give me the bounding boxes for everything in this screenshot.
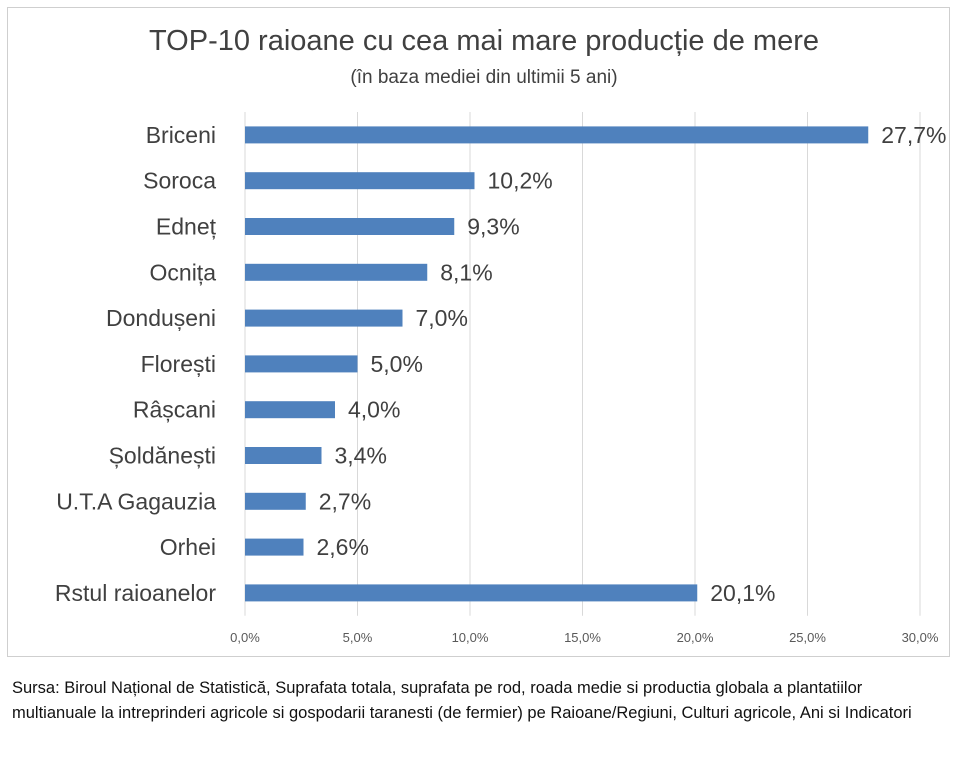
gridlines (244, 112, 921, 616)
category-label: Orhei (160, 534, 216, 560)
bar (245, 218, 455, 235)
value-label: 5,0% (371, 351, 423, 377)
value-label: 10,2% (488, 168, 553, 194)
x-tick-label: 5,0% (343, 630, 373, 645)
value-label: 8,1% (440, 259, 492, 285)
category-label: Florești (141, 351, 216, 377)
value-label: 27,7% (881, 122, 946, 148)
bar (245, 263, 428, 281)
category-label: Dondușeni (106, 305, 216, 331)
source-note: Sursa: Biroul Național de Statistică, Su… (12, 679, 912, 722)
chart-title: TOP-10 raioane cu cea mai mare producție… (149, 25, 819, 57)
bar (245, 447, 322, 464)
bar (245, 401, 335, 419)
value-label: 9,3% (467, 214, 519, 240)
bar (245, 584, 698, 602)
x-tick-label: 30,0% (902, 630, 939, 645)
x-tick-label: 25,0% (789, 630, 826, 645)
category-label: Briceni (146, 122, 216, 148)
value-label: 2,7% (319, 488, 371, 514)
chart-subtitle: (în baza mediei din ultimii 5 ani) (350, 67, 617, 88)
x-tick-label: 0,0% (230, 630, 260, 645)
value-label: 20,1% (710, 580, 775, 606)
bar (245, 492, 306, 510)
category-label: Șoldănești (109, 443, 216, 469)
bar (245, 538, 304, 556)
value-label: 4,0% (348, 397, 400, 423)
x-axis-tick-labels: 0,0% 5,0% 10,0% 15,0% 20,0% 25,0% 30,0% (230, 630, 939, 645)
value-label: 2,6% (317, 534, 369, 560)
category-label: Râșcani (133, 397, 216, 423)
category-label: Soroca (143, 168, 216, 194)
x-tick-label: 20,0% (677, 630, 714, 645)
bar (245, 172, 475, 190)
x-tick-label: 10,0% (452, 630, 489, 645)
bar (245, 126, 869, 144)
category-label: Rstul raioanelor (55, 580, 216, 606)
x-tick-label: 15,0% (564, 630, 601, 645)
bar (245, 309, 403, 327)
bars (245, 126, 869, 602)
chart-frame (7, 7, 950, 657)
value-label: 7,0% (416, 305, 468, 331)
category-label: Edneț (156, 214, 217, 240)
bar (245, 355, 358, 373)
category-label: Ocnița (150, 259, 217, 285)
category-labels: Briceni Soroca Edneț Ocnița Dondușeni Floreșt… (55, 122, 217, 606)
bar-chart: TOP-10 raioane cu cea mai mare producție… (55, 25, 947, 645)
value-labels: 27,7% 10,2% 9,3% 8,1% 7,0% 5,0% 4,0% 3,4% 2,7% 2,… (317, 122, 947, 606)
value-label: 3,4% (335, 443, 387, 469)
category-label: U.T.A Gagauzia (56, 488, 216, 514)
